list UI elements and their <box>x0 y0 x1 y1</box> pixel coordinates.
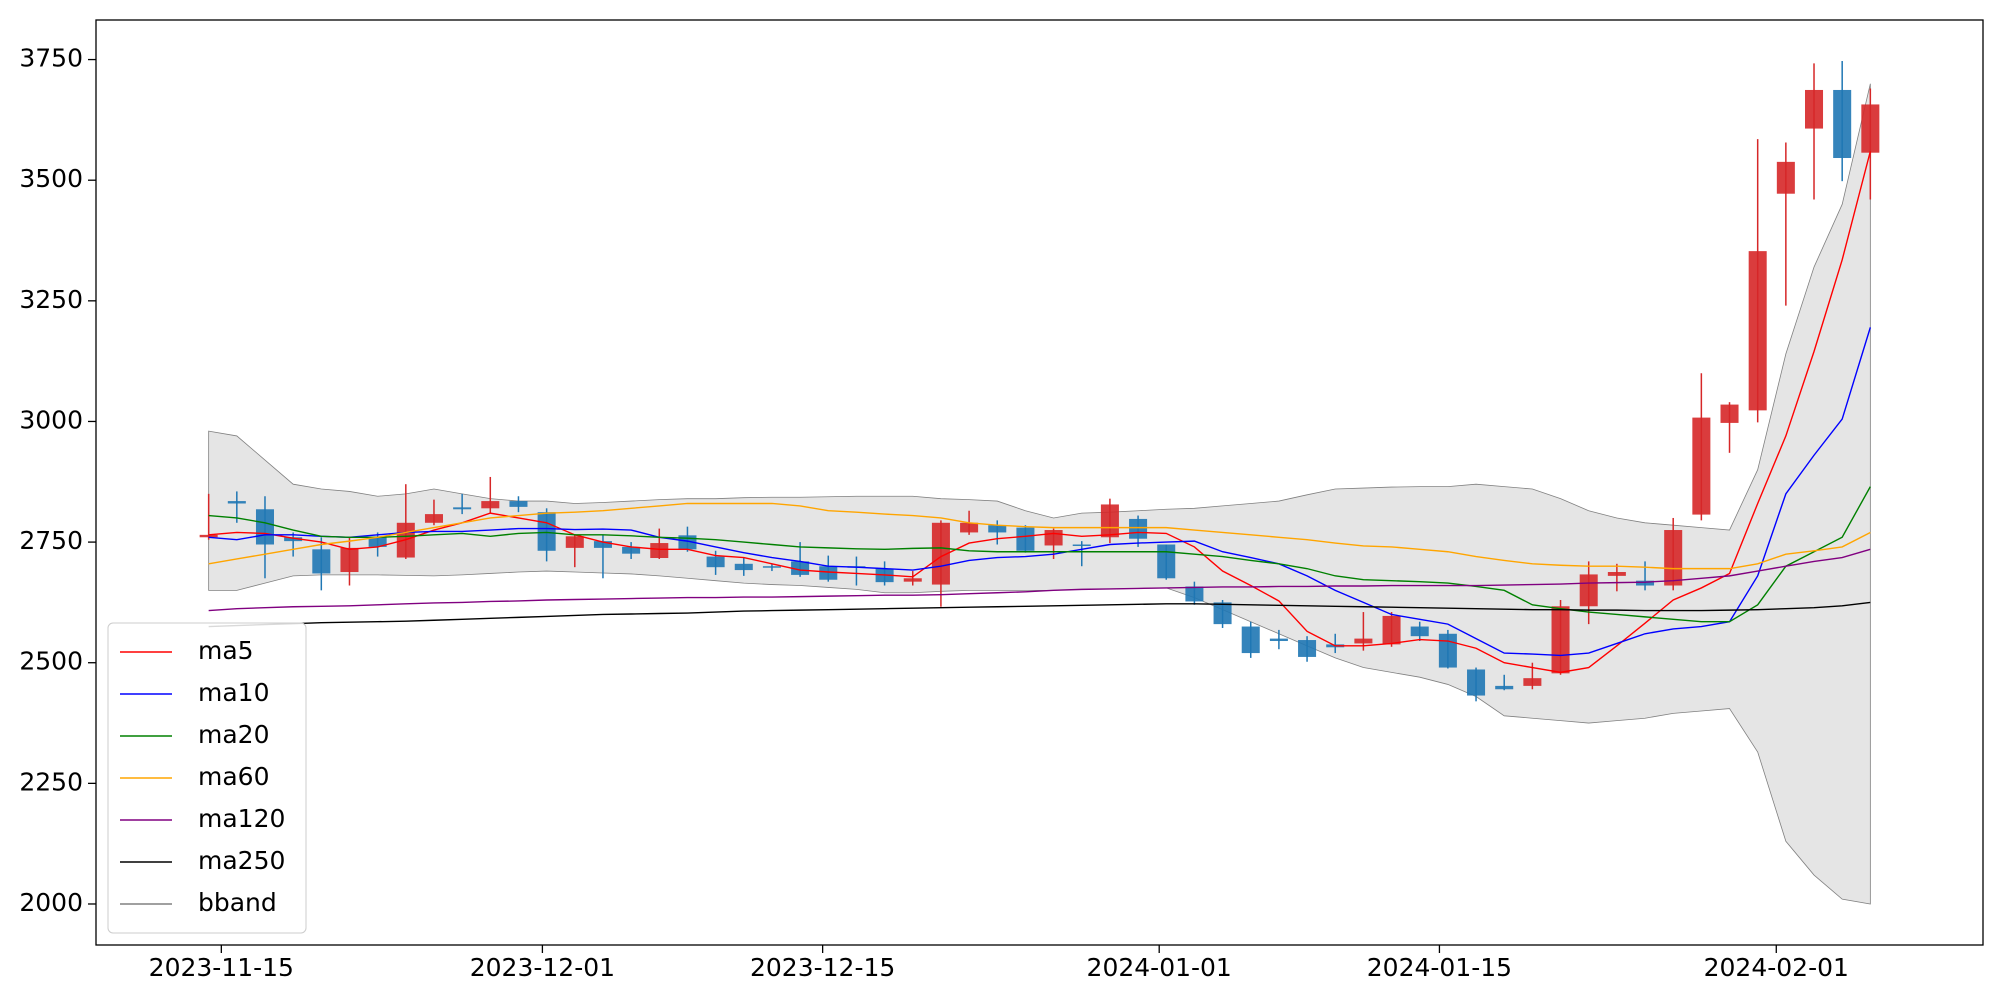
legend-box <box>107 622 307 934</box>
candle-body <box>1776 161 1795 194</box>
candle-body <box>1298 640 1317 657</box>
ma-line <box>208 601 1871 628</box>
candle-body <box>1185 586 1204 602</box>
candle-body <box>424 514 443 523</box>
bband-area <box>208 83 1871 905</box>
candle-body <box>1410 626 1429 637</box>
candle-body <box>1551 606 1570 674</box>
y-tick-label: 3750 <box>19 44 83 73</box>
candle-body <box>284 537 303 542</box>
candle-body <box>1523 678 1542 686</box>
candle-body <box>1495 685 1514 690</box>
candle-body <box>622 546 641 554</box>
candle-body <box>1269 638 1288 642</box>
candle-body <box>255 509 274 545</box>
candle-body <box>988 525 1007 533</box>
candle-body <box>903 578 922 582</box>
legend-label: ma10 <box>198 678 269 707</box>
candle-body <box>762 566 781 568</box>
candle-body <box>650 543 669 559</box>
candle-body <box>706 556 725 568</box>
candle-body <box>1861 104 1880 153</box>
x-tick-label: 2024-02-01 <box>1704 953 1849 982</box>
candle-body <box>1382 615 1401 645</box>
x-tick-label: 2023-11-15 <box>149 953 294 982</box>
candle-body <box>1636 580 1655 586</box>
candle-body <box>1467 669 1486 696</box>
y-tick-label: 2000 <box>19 888 83 917</box>
candle-body <box>227 501 246 504</box>
candle-body <box>931 522 950 585</box>
legend-label: ma20 <box>198 720 269 749</box>
candle-body <box>1438 633 1457 668</box>
legend-label: bband <box>198 888 277 917</box>
candle-body <box>960 522 979 533</box>
candle-body <box>791 561 810 575</box>
x-tick-label: 2023-12-01 <box>470 953 615 982</box>
ma-line <box>208 502 1871 570</box>
candle-body <box>565 536 584 548</box>
y-tick-label: 2500 <box>19 647 83 676</box>
ma-line <box>208 151 1872 674</box>
candle-body <box>593 541 612 548</box>
candle-body <box>199 534 218 538</box>
candle-body <box>368 537 387 547</box>
plot-area <box>199 61 1880 905</box>
y-tick-label: 3250 <box>19 285 83 314</box>
x-tick-label: 2024-01-01 <box>1087 953 1232 982</box>
axes-frame <box>95 19 1984 946</box>
candle-body <box>734 563 753 571</box>
y-tick-label: 2250 <box>19 767 83 796</box>
candle-body <box>1664 530 1683 586</box>
candle-body <box>509 501 528 507</box>
candle-body <box>1044 530 1063 546</box>
candle-body <box>537 512 556 551</box>
legend-label: ma60 <box>198 762 269 791</box>
candle-body <box>1241 626 1260 654</box>
candle-body <box>1129 518 1148 539</box>
x-tick-label: 2024-01-15 <box>1367 953 1512 982</box>
candle-body <box>1072 544 1091 547</box>
candle-body <box>1805 89 1824 129</box>
candle-body <box>1720 404 1739 423</box>
candle-body <box>819 566 838 580</box>
candle-body <box>340 547 359 573</box>
legend-label: ma5 <box>198 636 254 665</box>
candle-body <box>453 507 472 510</box>
candle-body <box>1100 504 1119 538</box>
y-tick-label: 2750 <box>19 526 83 555</box>
x-tick-label: 2023-12-15 <box>750 953 895 982</box>
ma-line <box>208 327 1872 657</box>
ma-line <box>208 548 1871 612</box>
legend-label: ma250 <box>198 846 285 875</box>
y-tick-label: 3500 <box>19 164 83 193</box>
candle-body <box>1213 602 1232 625</box>
candle-body <box>1692 417 1711 515</box>
legend-label: ma120 <box>198 804 285 833</box>
y-tick-label: 3000 <box>19 405 83 434</box>
candle-body <box>312 549 331 574</box>
candle-body <box>1157 544 1176 579</box>
candle-body <box>1833 89 1852 159</box>
candle-body <box>1607 572 1626 576</box>
candle-body <box>1354 638 1373 644</box>
candle-body <box>481 501 500 509</box>
candle-body <box>1579 574 1598 607</box>
candle-body <box>1748 251 1767 411</box>
ma-line <box>208 486 1871 623</box>
candle-body <box>1016 527 1035 551</box>
